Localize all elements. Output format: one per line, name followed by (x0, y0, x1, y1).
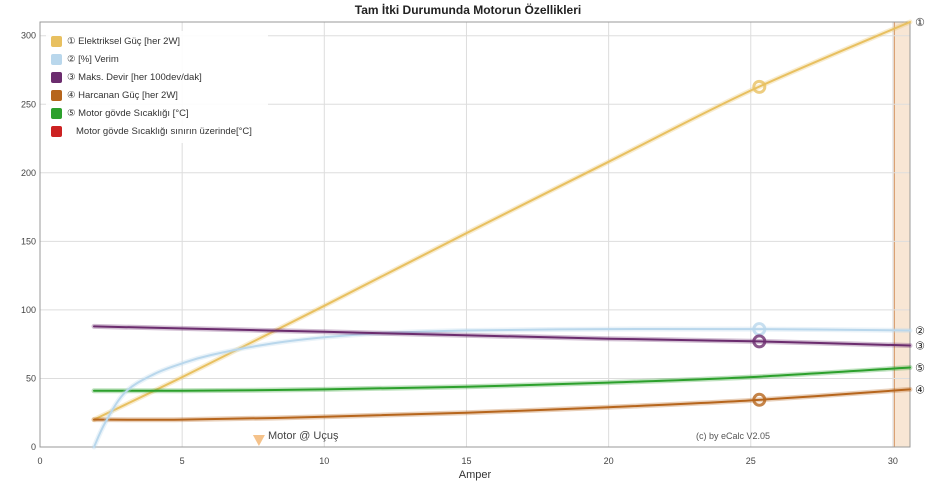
credit-text: (c) by eCalc V2.05 (696, 431, 771, 441)
series-end-label: ⑤ (915, 361, 925, 374)
y-tick-label: 300 (21, 31, 36, 41)
x-tick-label: 30 (888, 456, 898, 466)
legend-swatch (51, 89, 62, 101)
legend-item-consumed-power[interactable]: ④ Harcanan Güç [her 2W] (51, 87, 178, 103)
chart-legend: ① Elektriksel Güç [her 2W] ② [%] Verim ③… (46, 31, 268, 143)
y-tick-label: 100 (21, 305, 36, 315)
operating-point-marker (752, 79, 767, 94)
legend-label: ③ Maks. Devir [her 100dev/dak] (67, 71, 202, 83)
limit-band (894, 22, 910, 447)
flight-marker-label: Motor @ Uçuş (268, 430, 339, 442)
series-end-label: ④ (915, 383, 925, 396)
operating-point-marker (752, 334, 767, 349)
legend-label: ④ Harcanan Güç [her 2W] (67, 89, 178, 101)
series-line (93, 366, 911, 392)
series-end-label: ② (915, 324, 925, 337)
legend-item-motor-temperature[interactable]: ⑤ Motor gövde Sıcaklığı [°C] (51, 105, 189, 121)
x-tick-label: 25 (746, 456, 756, 466)
x-axis-label: Amper (458, 469, 492, 481)
flight-marker-triangle (252, 435, 265, 446)
y-tick-label: 0 (31, 442, 36, 452)
x-tick-label: 5 (180, 456, 185, 466)
x-tick-label: 0 (37, 456, 42, 466)
y-tick-label: 150 (21, 236, 36, 246)
legend-item-electric-power[interactable]: ① Elektriksel Güç [her 2W] (51, 33, 180, 49)
chart-title: Tam İtki Durumunda Motorun Özellikleri (354, 3, 582, 17)
legend-label: ⑤ Motor gövde Sıcaklığı [°C] (67, 107, 189, 119)
y-tick-label: 50 (26, 373, 36, 383)
legend-swatch (51, 125, 62, 137)
series-end-label: ③ (915, 340, 925, 353)
series-line (93, 327, 911, 448)
legend-swatch (51, 71, 62, 83)
legend-item-temperature-over-limit[interactable]: Motor gövde Sıcaklığı sınırın üzerinde[°… (51, 123, 252, 139)
series-line (93, 325, 911, 347)
legend-item-efficiency[interactable]: ② [%] Verim (51, 51, 119, 67)
x-tick-label: 10 (319, 456, 329, 466)
x-tick-label: 20 (604, 456, 614, 466)
plot-frame (39, 21, 911, 448)
y-tick-label: 200 (21, 168, 36, 178)
legend-swatch (51, 53, 62, 65)
series-end-label: ① (915, 16, 925, 29)
operating-point-marker (752, 392, 767, 407)
legend-label: ① Elektriksel Güç [her 2W] (67, 35, 181, 47)
legend-swatch (51, 107, 62, 119)
legend-swatch (51, 35, 62, 47)
y-tick-label: 250 (21, 99, 36, 109)
legend-item-max-rpm[interactable]: ③ Maks. Devir [her 100dev/dak] (51, 69, 202, 85)
legend-label: Motor gövde Sıcaklığı sınırın üzerinde[°… (76, 125, 252, 137)
x-tick-label: 15 (461, 456, 471, 466)
legend-label: ② [%] Verim (67, 53, 119, 65)
